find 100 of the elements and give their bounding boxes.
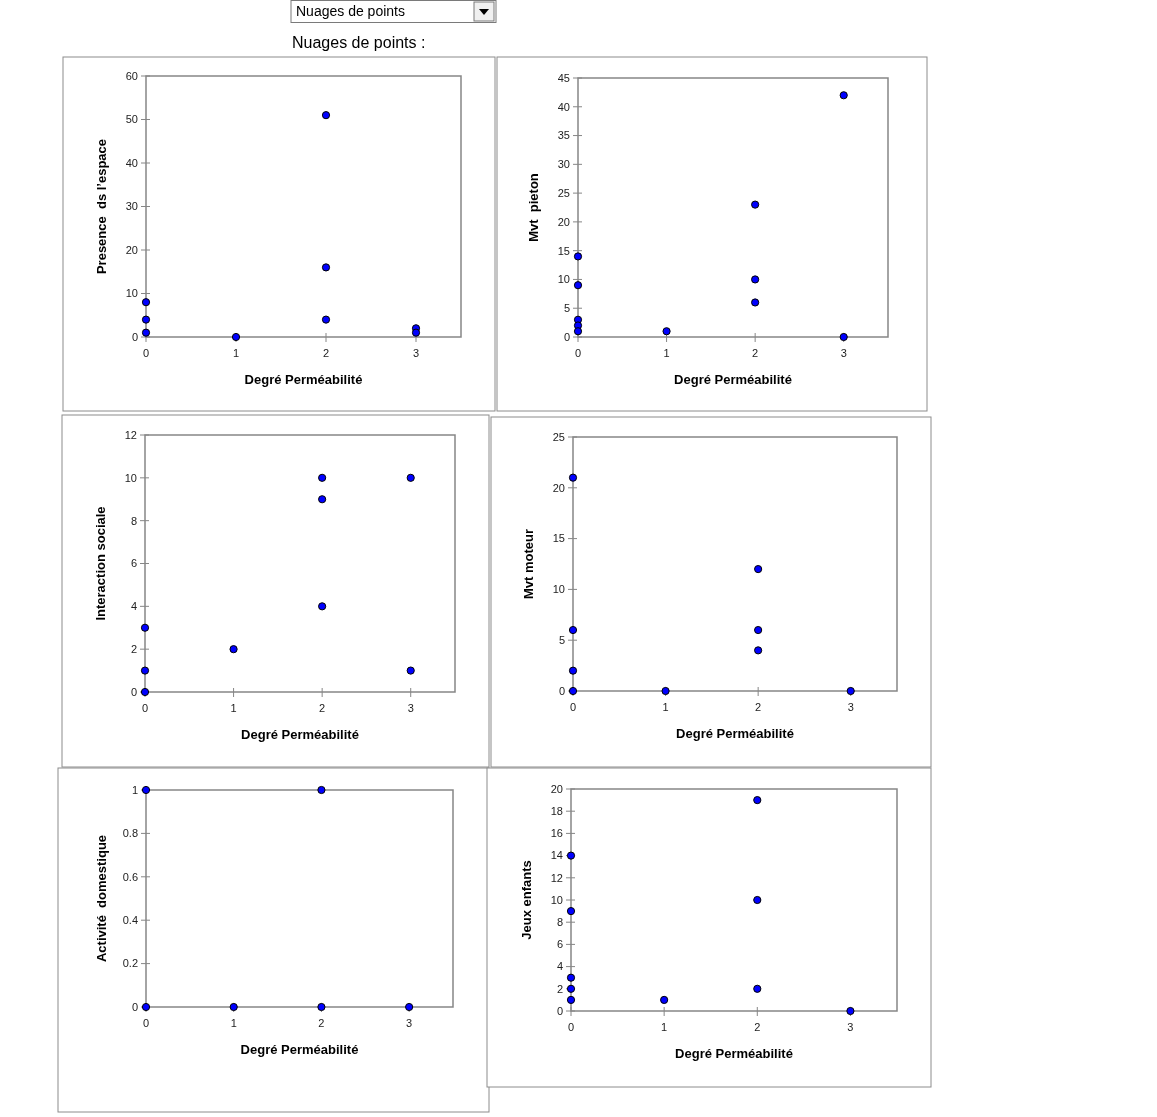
point [141,328,151,337]
point [321,315,331,324]
x-axis-title: Degré Perméabilité [676,726,794,741]
point [231,332,241,342]
point [140,623,150,632]
y-axis-title: Jeux enfants [519,860,534,940]
y-tick-label: 15 [552,532,565,545]
y-tick-label: 25 [552,430,565,443]
text: Nuages de points : [292,34,426,51]
point [753,796,762,805]
point [318,473,327,482]
y-tick-label: 0 [131,330,138,343]
y-tick-label: 0 [556,1004,563,1017]
point [846,686,855,696]
x-tick-label: 2 [318,1017,325,1029]
y-tick-label: 4 [130,600,137,613]
y-tick-label: 10 [550,893,563,906]
y-tick-label: 25 [557,186,570,199]
y-tick-label: 2 [556,982,563,995]
y-tick-label: 10 [125,287,138,300]
y-tick-label: 40 [125,156,138,169]
point [573,327,583,336]
point [141,298,151,307]
y-tick-label: 1 [131,783,138,796]
y-tick-label: 30 [557,158,570,171]
x-tick-label: 3 [847,701,854,713]
point [140,666,150,675]
point [662,327,671,336]
x-tick-label: 0 [142,347,150,359]
x-tick-label: 2 [752,347,759,359]
point [318,495,327,504]
point [321,263,331,272]
x-axis-title: Degré Perméabilité [675,1046,793,1061]
x-tick-label: 1 [662,701,669,713]
point [229,645,238,654]
point [754,564,763,574]
point [411,328,421,337]
point [753,895,762,905]
y-tick-label: 0.4 [122,914,138,927]
y-tick-label: 35 [557,129,570,142]
y-tick-label: 0.8 [122,827,138,840]
point [566,984,576,993]
y-tick-label: 20 [552,481,565,494]
x-tick-label: 2 [755,701,762,713]
point [141,315,151,324]
point [661,686,670,696]
y-tick-label: 14 [550,849,563,862]
point [140,687,150,697]
y-tick-label: 50 [125,113,138,126]
y-axis-title: Presence ds l’espace [94,138,109,275]
y-tick-label: 5 [563,302,570,315]
y-tick-label: 15 [557,244,570,257]
y-tick-label: 4 [556,960,563,973]
y-axis-title: Mvt pieton [526,173,541,242]
y-tick-label: 12 [124,428,137,441]
y-tick-label: 8 [130,514,137,527]
y-tick-label: 10 [557,273,570,286]
y-tick-label: 5 [558,634,565,647]
point [566,995,576,1004]
x-tick-label: 1 [232,347,240,359]
y-tick-label: 0 [131,1000,138,1013]
point [754,646,763,655]
y-tick-label: 2 [130,643,137,656]
point [839,332,848,342]
x-tick-label: 3 [412,347,420,359]
y-tick-label: 0 [130,685,137,698]
y-tick-label: 60 [125,69,138,82]
y-tick-label: 8 [556,916,563,929]
x-tick-label: 3 [840,347,847,359]
y-tick-label: 30 [125,200,138,213]
y-tick-label: 16 [550,827,563,840]
x-tick-label: 1 [661,1021,668,1033]
point [566,907,576,916]
y-tick-label: 0.6 [122,870,138,883]
y-tick-label: 0 [558,684,565,697]
y-tick-label: 18 [550,805,563,818]
point [660,995,669,1004]
y-tick-label: 20 [557,215,570,228]
y-tick-label: 6 [556,938,563,951]
point [406,666,415,675]
point [753,984,762,993]
x-tick-label: 1 [230,702,237,714]
y-tick-label: 0 [563,330,570,343]
point [568,686,578,696]
x-tick-label: 2 [319,702,326,714]
point [751,275,760,284]
y-tick-label: 6 [130,557,137,570]
point [318,602,327,611]
y-tick-label: 12 [550,871,563,884]
x-tick-label: 3 [407,702,414,714]
y-tick-label: 20 [550,782,563,795]
x-tick-label: 2 [322,347,330,359]
y-axis-title: Interaction sociale [93,506,108,621]
x-axis-title: Degré Perméabilité [241,727,359,742]
point [568,666,578,675]
x-tick-label: 1 [230,1017,237,1029]
y-axis-title: Mvt moteur [521,528,536,600]
x-tick-label: 3 [406,1017,413,1029]
x-tick-label: 0 [141,702,149,714]
y-tick-label: 45 [557,71,570,84]
